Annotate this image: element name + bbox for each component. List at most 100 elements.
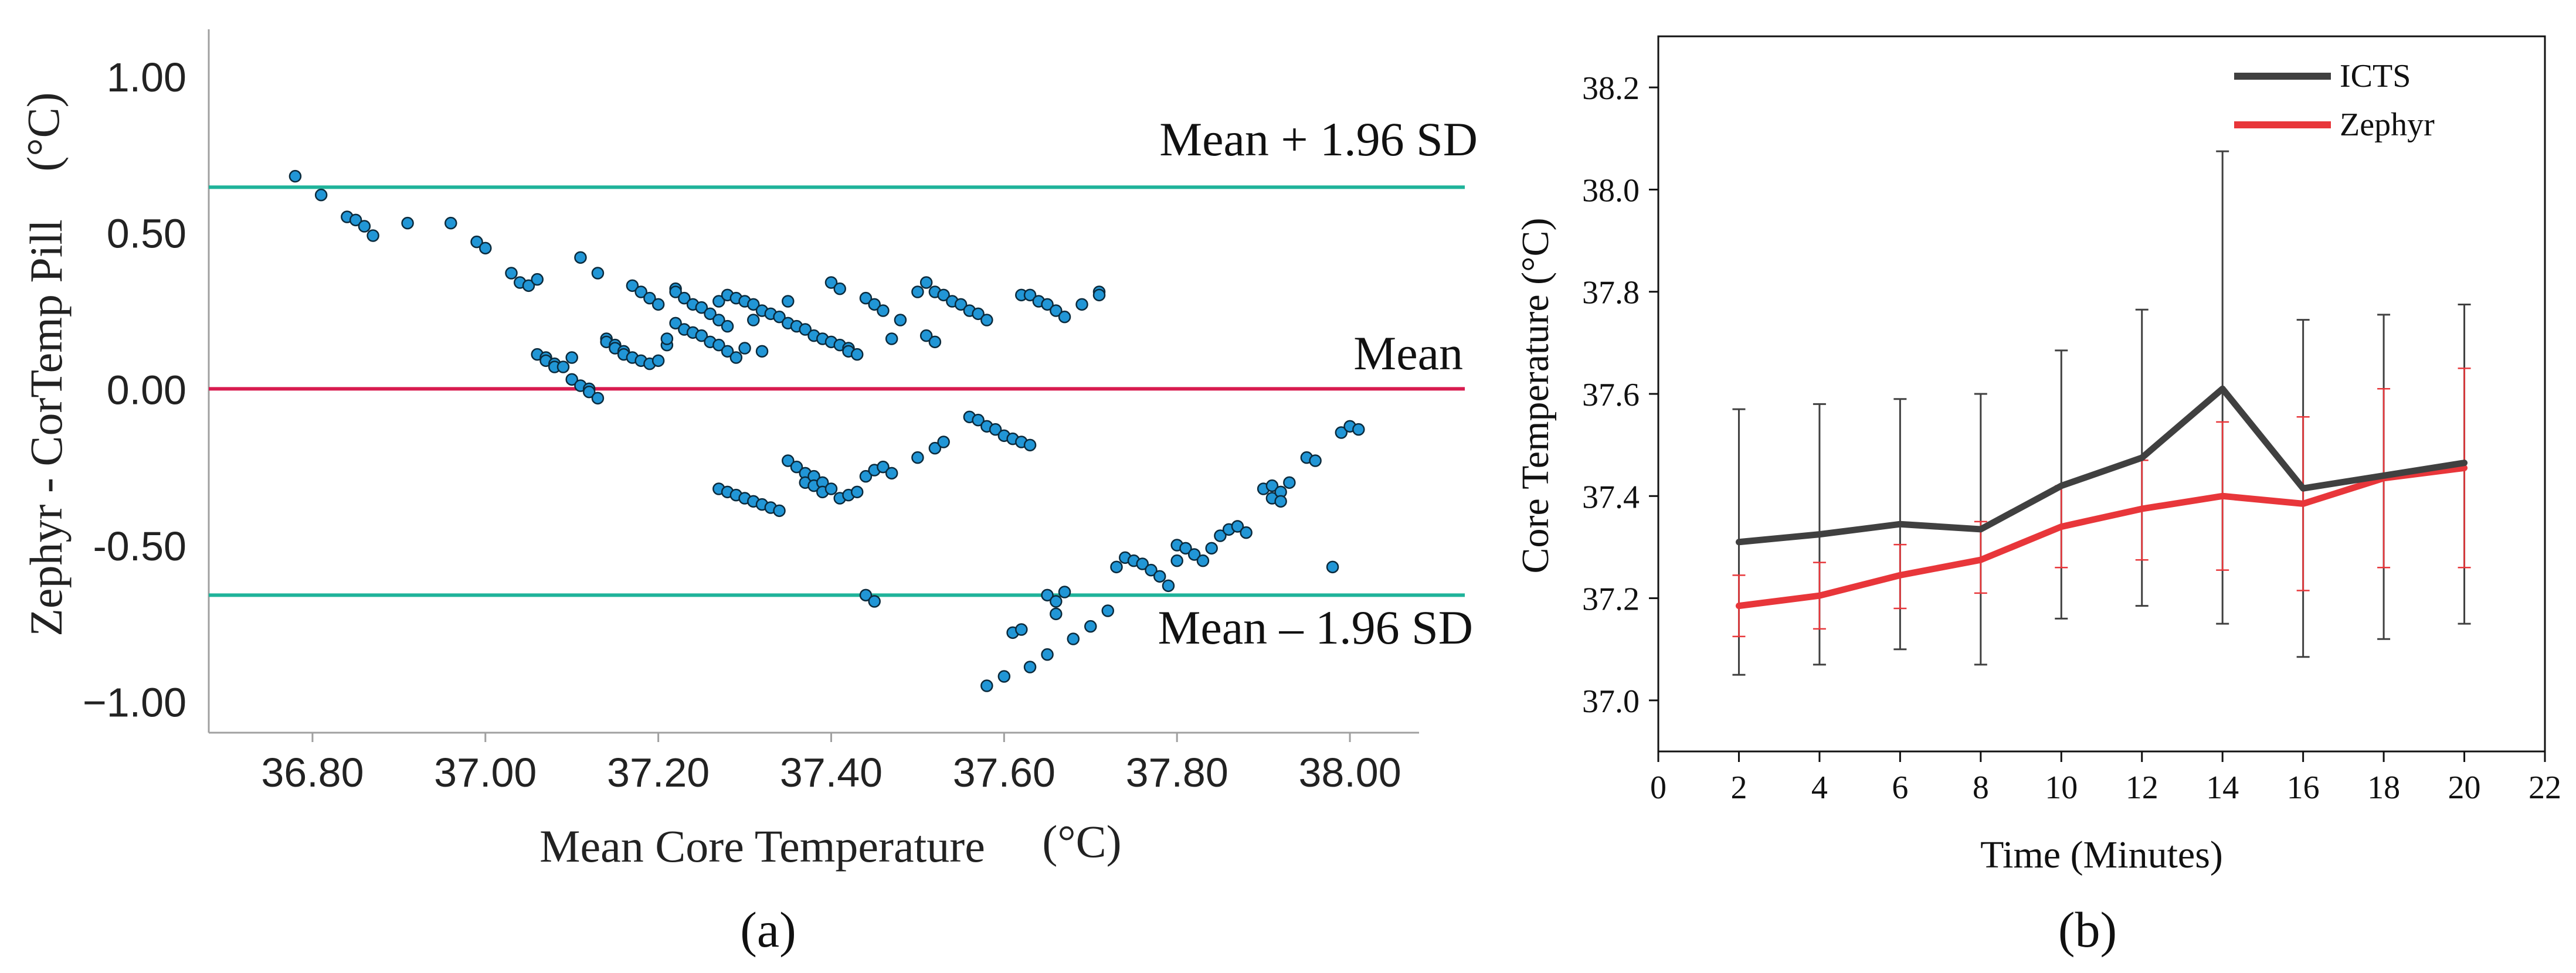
scatter-point xyxy=(1205,542,1218,555)
b-y-tick-label: 37.2 xyxy=(1582,581,1640,618)
scatter-point xyxy=(824,482,838,495)
lower-limit-label: Mean – 1.96 SD xyxy=(1158,601,1473,654)
b-x-tick-label: 16 xyxy=(2287,770,2320,806)
legend: ICTS Zephyr xyxy=(2234,58,2435,143)
scatter-point xyxy=(1214,529,1227,542)
scatter-point xyxy=(997,670,1011,683)
scatter-point xyxy=(773,504,786,518)
scatter-point xyxy=(1075,298,1088,311)
b-x-tick-label: 8 xyxy=(1973,770,1989,806)
scatter-point xyxy=(1274,495,1287,508)
scatter-point xyxy=(799,323,812,336)
a-y-tick-label: -0.50 xyxy=(93,523,186,569)
scatter-point xyxy=(626,279,639,292)
mean-line-label: Mean xyxy=(1353,326,1463,380)
scatter-point xyxy=(1196,554,1210,567)
a-x-tick-label: 37.60 xyxy=(953,750,1055,795)
scatter-point xyxy=(1050,304,1063,317)
scatter-point xyxy=(721,345,734,358)
scatter-point xyxy=(859,588,873,602)
scatter-point xyxy=(1240,526,1253,539)
scatter-point xyxy=(972,413,985,427)
b-x-tick-label: 4 xyxy=(1811,770,1828,806)
scatter-point xyxy=(358,220,371,233)
scatter-point xyxy=(479,241,492,255)
scatter-point xyxy=(1058,586,1071,598)
scatter-point xyxy=(894,314,907,326)
a-x-tick-label: 36.80 xyxy=(261,750,364,795)
b-y-tick-label: 37.0 xyxy=(1582,683,1640,720)
scatter-point xyxy=(928,335,942,349)
scatter-point xyxy=(401,216,414,230)
b-x-tick-label: 10 xyxy=(2045,770,2078,806)
a-y-tick-label: 1.00 xyxy=(107,55,186,100)
upper-limit-label: Mean + 1.96 SD xyxy=(1159,113,1478,166)
a-y-axis-title: Zephyr - CorTemp Pill xyxy=(21,219,72,637)
core-temperature-line-chart: 37.0 37.2 37.4 37.6 37.8 38.0 38.2 0 2 4 6 8 10 12 14… xyxy=(1514,35,2561,958)
scatter-point xyxy=(1326,560,1339,574)
scatter-point xyxy=(1231,520,1244,533)
scatter-point xyxy=(1050,595,1063,608)
scatter-point xyxy=(919,276,933,289)
scatter-point xyxy=(582,385,596,399)
b-y-axis-title: Core Temperature (°C) xyxy=(1514,218,1557,574)
scatter-point xyxy=(859,470,873,483)
scatter-point xyxy=(704,307,717,321)
a-y-tick-label: −1.00 xyxy=(83,680,186,726)
a-y-axis-unit: (°C) xyxy=(18,92,69,171)
scatter-point xyxy=(885,467,898,480)
scatter-point xyxy=(1041,588,1054,602)
scatter-point xyxy=(349,213,362,227)
scatter-point xyxy=(782,295,795,308)
scatter-point xyxy=(1101,604,1115,617)
a-x-tick-label: 37.20 xyxy=(607,750,710,795)
scatter-point xyxy=(634,285,647,298)
scatter-point xyxy=(1352,423,1365,436)
scatter-point xyxy=(505,267,518,280)
a-x-axis-unit: (°C) xyxy=(1042,816,1121,867)
zephyr-series-line xyxy=(1735,464,2468,610)
scatter-point xyxy=(669,285,682,298)
scatter-point xyxy=(747,298,760,311)
b-x-tick-label: 18 xyxy=(2367,770,2400,806)
scatter-point xyxy=(1179,542,1192,555)
scatter-point xyxy=(1335,426,1348,439)
a-x-tick-label: 37.40 xyxy=(780,750,883,795)
scatter-point xyxy=(782,454,795,467)
scatter-point xyxy=(366,229,379,242)
scatter-point xyxy=(1050,607,1063,621)
scatter-point xyxy=(868,298,881,311)
scatter-point xyxy=(1041,648,1054,661)
b-x-axis-title: Time (Minutes) xyxy=(1980,833,2223,876)
scatter-point xyxy=(980,314,993,326)
scatter-point xyxy=(1187,548,1201,561)
scatter-point xyxy=(937,436,950,448)
scatter-point xyxy=(773,310,786,324)
a-y-tick-label: 0.50 xyxy=(107,211,186,257)
scatter-point xyxy=(790,460,803,474)
scatter-point xyxy=(1153,570,1166,583)
scatter-point xyxy=(695,329,708,342)
scatter-point xyxy=(877,460,890,474)
scatter-point xyxy=(928,441,942,455)
scatter-point xyxy=(660,332,674,345)
scatter-point xyxy=(833,282,846,295)
a-x-tick-label: 37.80 xyxy=(1126,750,1228,795)
bland-altman-chart: 1.00 0.50 0.00 -0.50 −1.00 36.80 37.00 37.20 37… xyxy=(18,29,1478,958)
scatter-point xyxy=(712,314,725,326)
scatter-point xyxy=(1136,557,1149,570)
scatter-point xyxy=(1023,288,1037,302)
scatter-point xyxy=(911,285,924,298)
scatter-point xyxy=(1058,310,1071,324)
scatter-point xyxy=(574,251,587,264)
scatter-point xyxy=(1162,579,1175,593)
scatter-point xyxy=(1110,560,1123,574)
panel-label-a: (a) xyxy=(740,901,796,958)
b-x-tick-label: 6 xyxy=(1892,770,1908,806)
scatter-point xyxy=(1092,288,1106,302)
b-plot-frame xyxy=(1657,35,2546,753)
scatter-point xyxy=(972,307,985,321)
scatter-point xyxy=(954,298,968,311)
scatter-point xyxy=(1084,620,1097,633)
